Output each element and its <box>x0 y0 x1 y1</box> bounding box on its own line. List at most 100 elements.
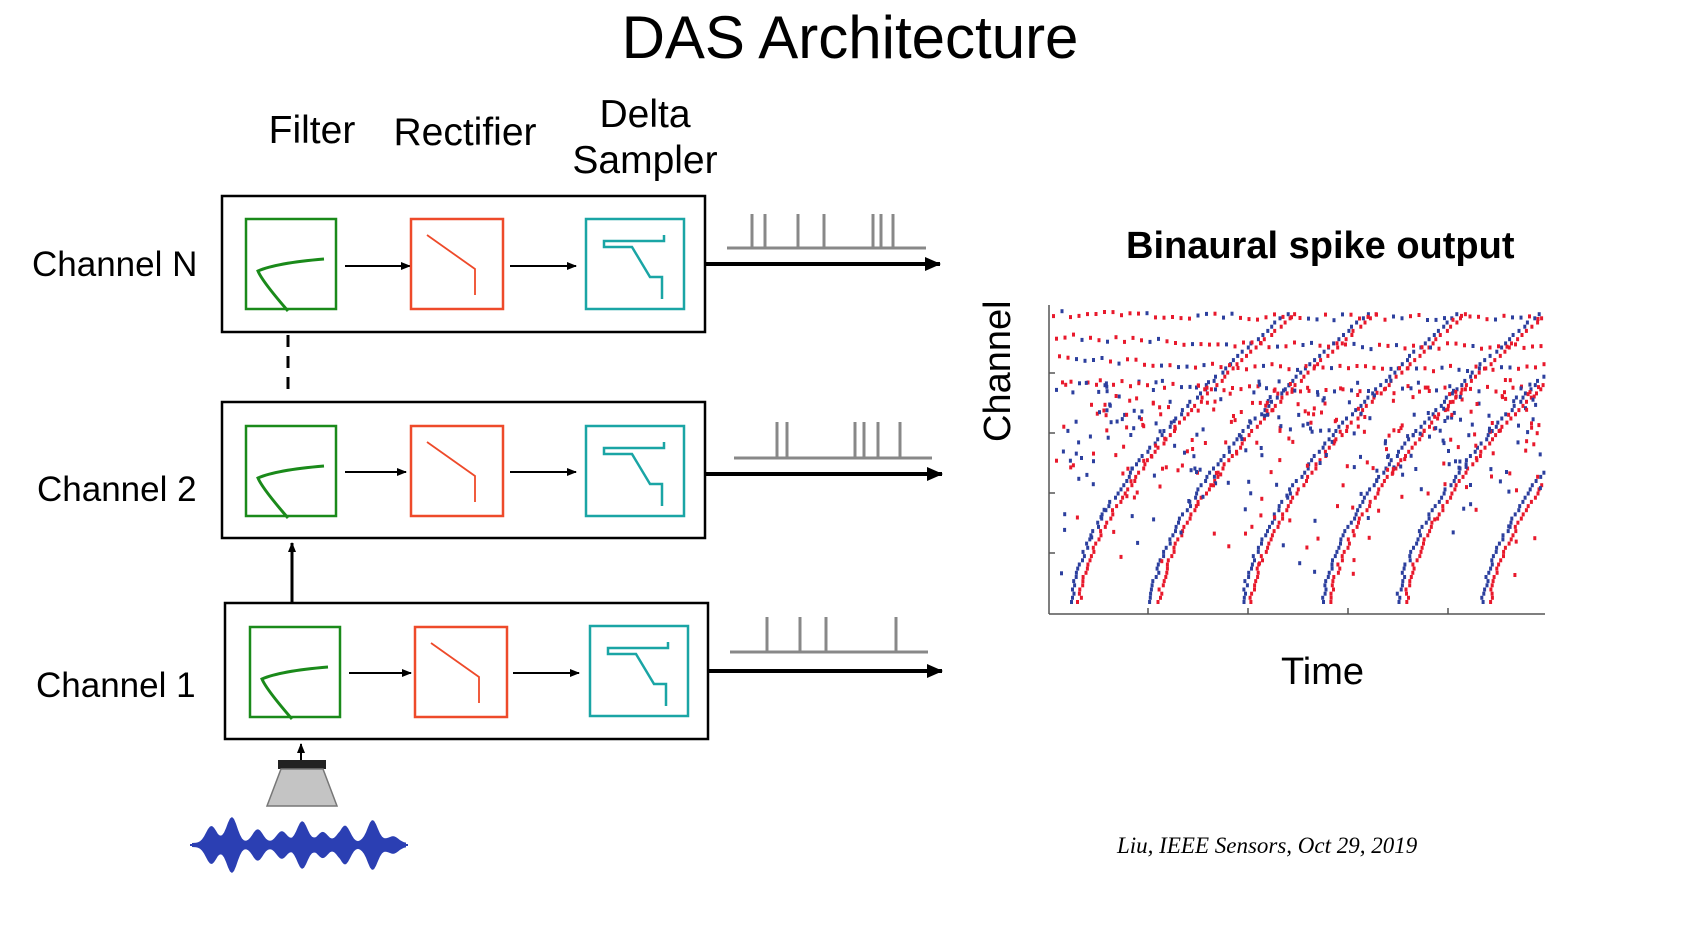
spike-dot <box>1302 483 1306 488</box>
spike-dot <box>1227 544 1231 549</box>
spike-dot <box>1357 516 1361 521</box>
spike-dot <box>1309 420 1313 425</box>
spike-dot <box>1423 366 1427 371</box>
spike-dot <box>1221 370 1225 375</box>
spike-dot <box>1500 416 1504 421</box>
spike-dot <box>1400 445 1404 450</box>
spike-dot <box>1336 504 1339 509</box>
spike-dot <box>1509 520 1513 525</box>
spike-dot <box>1294 374 1298 379</box>
spike-dot <box>1068 458 1072 463</box>
spike-dot <box>1129 433 1133 437</box>
spike-dot <box>1286 504 1290 509</box>
spike-dot <box>1536 474 1540 479</box>
spike-dot <box>1177 516 1181 521</box>
spike-dot <box>1089 335 1092 340</box>
spike-dot <box>1395 591 1399 596</box>
spike-dot <box>1258 382 1262 387</box>
spike-dot <box>1399 426 1403 431</box>
spike-dot <box>1391 467 1395 472</box>
channel-2-row <box>220 400 943 540</box>
spike-dot <box>1359 324 1363 329</box>
spike-dot <box>1140 454 1144 458</box>
spike-dot <box>1332 318 1336 323</box>
spike-dot <box>1474 456 1478 461</box>
spike-dot <box>1293 388 1297 393</box>
spike-dot <box>1335 549 1339 554</box>
spike-dot <box>1359 454 1362 459</box>
spike-dot <box>1465 485 1468 490</box>
spike-dot <box>1130 483 1134 488</box>
spike-dot <box>1240 358 1244 363</box>
spike-dot <box>1423 341 1427 346</box>
citation: Liu, IEEE Sensors, Oct 29, 2019 <box>1117 833 1418 858</box>
spike-dot <box>1389 366 1393 371</box>
spike-dot <box>1399 458 1403 463</box>
spike-dot <box>1491 579 1495 584</box>
spike-dot <box>1145 311 1149 316</box>
spike-dot <box>1393 370 1397 375</box>
spike-dot <box>1540 483 1544 488</box>
spike-dot <box>1281 516 1285 521</box>
spike-dot <box>1185 520 1189 525</box>
spike-dot <box>1473 449 1477 454</box>
spike-dot <box>1196 383 1200 388</box>
spike-dot <box>1245 583 1249 588</box>
spike-dot <box>1316 392 1320 397</box>
spike-dot <box>1386 455 1390 459</box>
spike-dot <box>1433 517 1437 522</box>
spike-dot <box>1254 345 1258 350</box>
spike-dot <box>1122 444 1126 449</box>
spike-dot <box>1076 600 1079 604</box>
spike-dot <box>1084 380 1088 385</box>
spike-dot <box>1525 399 1528 404</box>
spike-dot <box>1156 445 1160 450</box>
spike-dot <box>1077 476 1081 481</box>
spike-dot <box>1256 337 1260 342</box>
spike-dot <box>1378 342 1381 347</box>
spike-dot <box>1069 465 1073 470</box>
spike-dot <box>1245 367 1248 372</box>
spike-dot <box>1114 394 1118 398</box>
spike-dot <box>1174 529 1177 534</box>
spike-dot <box>1182 524 1186 529</box>
spike-dot <box>1232 441 1236 446</box>
spike-dot <box>1074 419 1078 424</box>
spike-dot <box>1356 393 1360 397</box>
spike-dot <box>1306 385 1310 390</box>
spike-dot <box>1224 366 1228 371</box>
spike-dot <box>1454 394 1458 399</box>
spike-dot <box>1355 364 1359 368</box>
spike-dot <box>1422 428 1426 433</box>
spike-dot <box>1207 487 1211 492</box>
spike-dot <box>1117 361 1121 366</box>
spike-dot <box>1265 386 1268 391</box>
spike-dot <box>1372 395 1376 400</box>
spike-dot <box>1464 462 1468 467</box>
spike-dot <box>1151 388 1155 392</box>
spike-dot <box>1507 489 1511 494</box>
spike-dot <box>1276 391 1280 396</box>
spike-dot <box>1313 358 1317 363</box>
spike-dot <box>1194 495 1198 500</box>
spike-dot <box>1475 458 1479 463</box>
spike-dot <box>1209 387 1213 392</box>
channel-n-rectifier-icon <box>409 217 505 311</box>
spike-dot <box>1401 472 1405 477</box>
spike-dot <box>1452 388 1455 393</box>
spike-dot <box>1307 411 1310 416</box>
spike-dot <box>1392 428 1396 433</box>
spike-dot <box>1168 541 1172 546</box>
spike-dot <box>1193 508 1197 513</box>
channel-1-filter-icon <box>248 625 342 721</box>
spike-dot <box>1203 387 1207 392</box>
spike-dot <box>1128 398 1132 403</box>
spike-dot <box>1203 441 1207 445</box>
spike-dot <box>1154 575 1158 579</box>
spike-dot <box>1173 426 1177 431</box>
spike-dot <box>1520 333 1524 337</box>
spike-dot <box>1244 448 1248 453</box>
spike-dot <box>1341 483 1345 488</box>
spike-dot <box>1358 504 1362 509</box>
